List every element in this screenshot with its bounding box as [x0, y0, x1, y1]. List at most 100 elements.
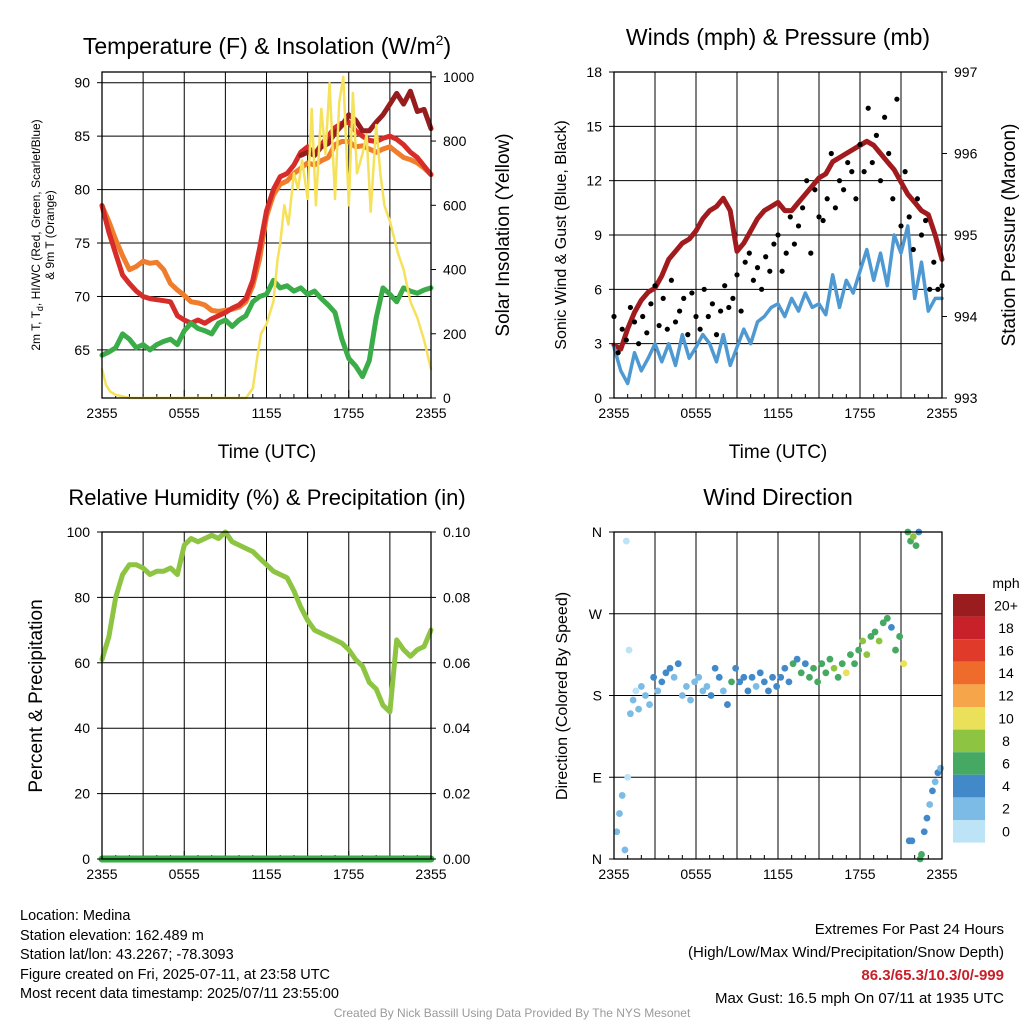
- gust-point: [820, 217, 826, 224]
- gust-point: [812, 187, 818, 193]
- wind-direction-point: [847, 651, 854, 659]
- gust-point: [652, 283, 658, 289]
- humidity-panel-title: Relative Humidity (%) & Precipitation (i…: [68, 485, 465, 510]
- colorbar-label: 4: [1002, 778, 1010, 794]
- gust-point: [656, 322, 662, 329]
- gust-point: [808, 250, 814, 256]
- gust-point: [763, 254, 769, 260]
- y-tick-label: 0: [82, 851, 90, 867]
- gust-point: [935, 286, 941, 292]
- wind-direction-point: [744, 687, 752, 695]
- colorbar-label: 14: [998, 665, 1014, 681]
- y-tick-label: 18: [586, 64, 602, 80]
- wind-direction-point: [892, 646, 899, 654]
- gust-point: [754, 265, 761, 271]
- gust-point: [894, 96, 900, 102]
- y-tick-label: 60: [74, 655, 90, 671]
- x-tick-label: 2355: [598, 405, 629, 421]
- wind-direction-point: [695, 673, 703, 681]
- gust-point: [726, 304, 732, 311]
- hiwc-line: [298, 88, 434, 158]
- wind-direction-point: [842, 669, 850, 677]
- gust-point: [898, 223, 904, 229]
- wind-direction-point: [621, 846, 629, 854]
- wind-direction-point: [699, 687, 707, 695]
- gust-point: [795, 223, 802, 229]
- wind-direction-left-axis-label: Direction (Colored By Speed): [554, 592, 571, 800]
- wind-direction-point: [703, 683, 711, 690]
- gust-point: [828, 150, 834, 157]
- gust-point: [914, 196, 921, 202]
- gust-point: [648, 301, 654, 307]
- wind-direction-point: [670, 673, 678, 681]
- wind-direction-point: [785, 678, 793, 686]
- wind-direction-point: [635, 705, 642, 713]
- colorbar-swatch: [953, 684, 985, 707]
- gust-point: [779, 268, 785, 274]
- colorbar-swatch: [953, 594, 985, 617]
- wind-direction-point: [752, 683, 760, 690]
- wind-direction-point: [769, 673, 776, 681]
- colorbar-label: 0: [1002, 823, 1010, 839]
- y2-tick-label: 995: [954, 227, 978, 243]
- gust-point: [791, 241, 798, 247]
- rh-line: [99, 529, 434, 715]
- gust-point: [869, 159, 875, 166]
- gust-point: [877, 178, 884, 184]
- wind-direction-point: [912, 542, 920, 550]
- colorbar-label: 16: [998, 643, 1014, 659]
- winds-panel-title: Winds (mph) & Pressure (mb): [626, 24, 930, 50]
- gust-point: [849, 169, 855, 175]
- y-tick-label: 80: [74, 589, 90, 605]
- colorbar-swatch: [953, 661, 985, 685]
- gust-point: [783, 250, 789, 256]
- wind-direction-point: [711, 664, 719, 672]
- colorbar-swatch: [953, 616, 985, 640]
- gust-point: [664, 326, 670, 332]
- colorbar-swatch: [953, 797, 985, 820]
- y-tick-label: 6: [594, 281, 602, 297]
- colorbar-swatch: [953, 774, 985, 798]
- gust-point: [677, 308, 683, 314]
- gust-point: [816, 214, 822, 220]
- gust-point: [660, 295, 666, 301]
- colorbar-title: mph: [992, 575, 1019, 591]
- colorbar-swatch: [953, 729, 985, 753]
- colorbar-label: 10: [998, 710, 1014, 726]
- gust-point: [644, 330, 650, 336]
- x-tick-label: 1755: [844, 866, 875, 882]
- gust-point: [836, 178, 843, 184]
- wind-direction-point: [859, 637, 867, 645]
- gust-point: [730, 295, 736, 301]
- temperature-panel: Temperature (F) & Insolation (W/m2) 2m T…: [29, 32, 514, 463]
- gust-point: [845, 159, 851, 166]
- gust-point: [787, 214, 793, 220]
- gust-point: [771, 241, 777, 247]
- colorbar-label: 12: [998, 688, 1014, 704]
- y2-tick-label: 600: [443, 197, 467, 213]
- wind-direction-point: [629, 696, 637, 704]
- colorbar-label: 18: [998, 620, 1014, 636]
- credit-line: Created By Nick Bassill Using Data Provi…: [333, 1006, 691, 1020]
- y2-tick-label: 0.08: [443, 589, 470, 605]
- wind-direction-point: [875, 637, 883, 645]
- wind-direction-point: [879, 619, 887, 627]
- wind-direction-point: [687, 696, 694, 704]
- x-tick-label: 2355: [86, 866, 117, 882]
- y2-tick-label: 0.10: [443, 524, 470, 540]
- wind-direction-point: [871, 628, 879, 636]
- gust-point: [804, 178, 810, 184]
- y-tick-label: N: [592, 524, 602, 540]
- max-gust: Max Gust: 16.5 mph On 07/11 at 1935 UTC: [714, 990, 1004, 1007]
- wind-direction-point: [683, 683, 690, 690]
- y2-tick-label: 0.02: [443, 786, 470, 802]
- wind-direction-point: [797, 669, 805, 677]
- colorbar-swatch: [953, 820, 985, 843]
- y2-tick-label: 200: [443, 326, 467, 342]
- wind-direction-point: [937, 764, 945, 772]
- x-tick-label: 2355: [926, 405, 957, 421]
- gust-point: [701, 286, 707, 292]
- wind-line: [612, 224, 944, 386]
- wind-direction-point: [642, 692, 649, 699]
